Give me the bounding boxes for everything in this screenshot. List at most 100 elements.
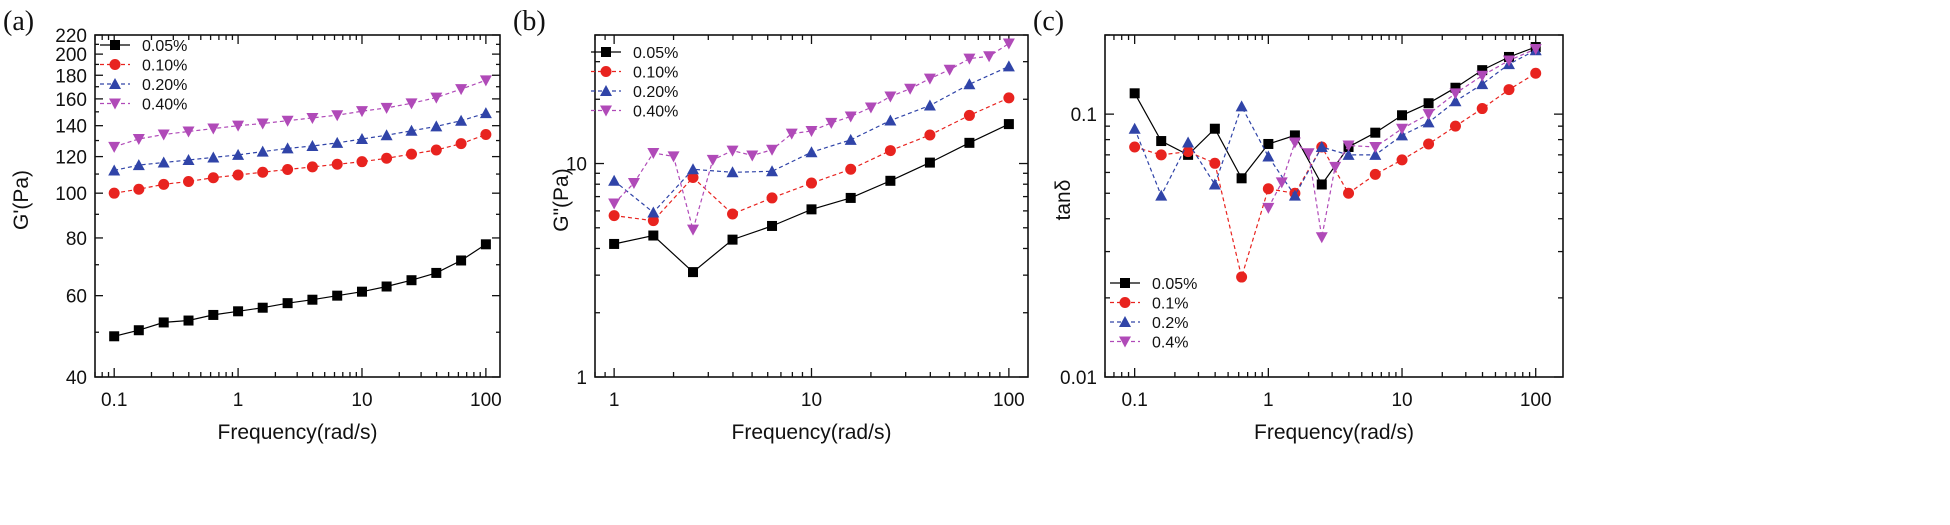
data-point bbox=[1262, 183, 1274, 195]
data-point bbox=[706, 154, 719, 166]
data-point bbox=[767, 220, 778, 231]
data-point bbox=[1129, 88, 1140, 99]
data-point bbox=[406, 148, 418, 160]
data-point bbox=[1422, 116, 1435, 128]
data-point bbox=[609, 238, 620, 249]
data-point bbox=[1316, 179, 1327, 190]
data-point bbox=[331, 158, 343, 170]
data-point bbox=[405, 98, 418, 110]
data-point bbox=[844, 111, 857, 123]
data-point bbox=[963, 78, 976, 90]
legend-marker bbox=[109, 78, 121, 89]
data-point bbox=[1342, 140, 1355, 152]
data-point bbox=[1182, 136, 1195, 148]
series-line bbox=[114, 243, 487, 337]
data-point bbox=[207, 151, 220, 163]
data-point bbox=[1262, 150, 1275, 162]
data-point bbox=[306, 161, 318, 173]
series-line bbox=[614, 97, 1010, 222]
series-0.40% bbox=[108, 75, 492, 153]
legend-marker bbox=[109, 59, 121, 70]
data-point bbox=[923, 73, 936, 85]
data-point bbox=[1003, 92, 1015, 104]
data-point bbox=[381, 152, 393, 164]
legend-entry: 0.20% bbox=[100, 77, 187, 94]
series-line bbox=[114, 133, 487, 194]
data-point bbox=[1449, 120, 1461, 132]
data-point bbox=[1530, 67, 1542, 79]
data-point bbox=[727, 234, 738, 245]
data-point bbox=[1155, 189, 1168, 201]
data-point bbox=[1302, 148, 1315, 160]
series-0.20% bbox=[108, 107, 492, 176]
y-tick-label: 0.01 bbox=[1060, 368, 1097, 389]
y-tick-label: 40 bbox=[66, 368, 87, 389]
data-point bbox=[1275, 177, 1288, 189]
legend-marker bbox=[600, 85, 612, 96]
data-point bbox=[844, 133, 857, 145]
data-point bbox=[647, 148, 660, 160]
data-point bbox=[1477, 65, 1488, 76]
chart-panel-2: (b) 1 10 100 1 10 Frequency(rad/s) G"(Pa) 0.05% 0… bbox=[513, 6, 1029, 444]
data-point bbox=[455, 138, 467, 150]
data-point bbox=[647, 206, 660, 218]
data-point bbox=[1182, 146, 1194, 158]
data-point bbox=[430, 120, 443, 132]
legend-label: 0.10% bbox=[633, 65, 678, 82]
x-tick-label: 1 bbox=[1263, 390, 1274, 411]
data-point bbox=[864, 102, 877, 114]
data-point bbox=[1128, 122, 1141, 134]
data-point bbox=[232, 148, 245, 160]
data-point bbox=[380, 102, 393, 114]
legend-marker bbox=[1119, 316, 1131, 327]
data-point bbox=[183, 175, 195, 187]
data-point bbox=[806, 204, 817, 215]
y-axis-title: G"(Pa) bbox=[550, 168, 573, 231]
data-point bbox=[381, 281, 392, 292]
data-point bbox=[964, 137, 975, 148]
data-point bbox=[1235, 100, 1248, 112]
data-point bbox=[1209, 123, 1220, 134]
data-point bbox=[726, 166, 739, 178]
x-tick-label: 100 bbox=[470, 390, 502, 411]
data-point bbox=[256, 118, 269, 130]
data-point bbox=[884, 114, 897, 126]
data-point bbox=[1476, 70, 1489, 82]
legend-entry: 0.05% bbox=[591, 45, 678, 62]
data-point bbox=[233, 306, 244, 317]
data-point bbox=[108, 164, 121, 176]
data-point bbox=[109, 331, 120, 342]
data-point bbox=[182, 126, 195, 138]
y-tick-label: 80 bbox=[66, 229, 87, 250]
y-tick-label: 100 bbox=[55, 184, 87, 205]
data-point bbox=[480, 128, 492, 140]
data-point bbox=[183, 315, 194, 326]
legend-label: 0.40% bbox=[633, 104, 678, 121]
data-point bbox=[157, 129, 170, 141]
panel-label: (a) bbox=[3, 6, 34, 37]
x-tick-label: 100 bbox=[993, 390, 1025, 411]
data-point bbox=[924, 157, 935, 168]
data-point bbox=[1449, 88, 1462, 100]
data-point bbox=[1315, 140, 1328, 152]
legend-marker bbox=[1119, 336, 1131, 348]
plot-frame bbox=[1104, 34, 1564, 378]
legend-label: 0.2% bbox=[1152, 315, 1188, 332]
series-0.05% bbox=[609, 119, 1014, 278]
data-point bbox=[132, 159, 145, 171]
data-point bbox=[480, 239, 491, 250]
data-point bbox=[208, 309, 219, 320]
data-point bbox=[1288, 189, 1301, 201]
data-point bbox=[845, 192, 856, 203]
x-tick-label: 1 bbox=[233, 390, 244, 411]
y-tick-label: 160 bbox=[55, 90, 87, 111]
data-point bbox=[648, 230, 659, 241]
y-axis-title: G'(Pa) bbox=[10, 170, 33, 230]
series-line bbox=[1267, 48, 1536, 238]
data-point bbox=[924, 129, 936, 141]
x-tick-label: 10 bbox=[1391, 390, 1412, 411]
legend-label: 0.1% bbox=[1152, 296, 1188, 313]
data-point bbox=[108, 187, 120, 199]
